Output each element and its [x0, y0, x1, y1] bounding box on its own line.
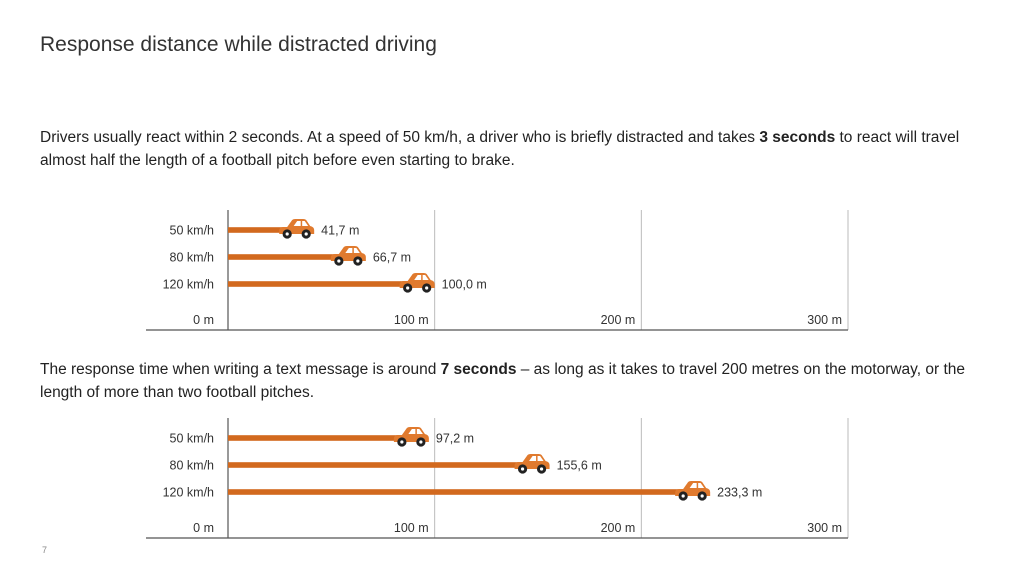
- bar: [228, 254, 348, 260]
- response-distance-chart-3s: 50 km/h 41,7 m 80 km/h 66,7 m 120 km/h 100,0 …: [140, 206, 860, 338]
- bar: [228, 462, 532, 468]
- car-icon: [279, 219, 315, 239]
- value-label: 41,7 m: [321, 224, 359, 238]
- x-tick-label: 100 m: [394, 313, 429, 327]
- page-number: 7: [42, 545, 48, 555]
- intro-text-start: Drivers usually react within 2 seconds. …: [40, 129, 760, 146]
- bar: [228, 489, 693, 495]
- value-label: 155,6 m: [557, 459, 602, 473]
- slide-title: Response distance while distracted drivi…: [40, 33, 437, 56]
- car-icon: [393, 427, 429, 447]
- text-message-text-end: – as long as it takes to travel 200 metr…: [40, 361, 966, 401]
- category-label: 80 km/h: [170, 251, 215, 265]
- car-icon: [330, 246, 366, 266]
- text-message-paragraph: The response time when writing a text me…: [40, 358, 1000, 404]
- x-tick-label: 300 m: [807, 313, 842, 327]
- x-tick-label: 200 m: [601, 521, 636, 535]
- category-label: 80 km/h: [170, 459, 215, 473]
- bar: [228, 281, 417, 287]
- bar: [228, 435, 411, 441]
- car-icon: [675, 481, 711, 501]
- category-label: 50 km/h: [170, 432, 215, 446]
- x-tick-label: 0 m: [193, 521, 214, 535]
- text-message-text-bold: 7 seconds: [440, 361, 517, 378]
- value-label: 233,3 m: [717, 486, 762, 500]
- intro-text-end: to react will travel almost half the len…: [40, 129, 960, 169]
- chart-svg: 50 km/h 97,2 m 80 km/h 155,6 m 120 km/h 233,3…: [146, 418, 849, 539]
- value-label: 97,2 m: [436, 432, 474, 446]
- car-icon: [514, 454, 550, 474]
- text-message-text-start: The response time when writing a text me…: [40, 361, 441, 378]
- value-label: 100,0 m: [442, 278, 487, 292]
- x-tick-label: 0 m: [193, 313, 214, 327]
- category-label: 50 km/h: [170, 224, 215, 238]
- response-distance-chart-7s: 50 km/h 97,2 m 80 km/h 155,6 m 120 km/h 233,3…: [140, 414, 860, 546]
- x-tick-label: 300 m: [807, 521, 842, 535]
- chart-svg: 50 km/h 41,7 m 80 km/h 66,7 m 120 km/h 100,0 …: [146, 210, 849, 331]
- intro-text-bold: 3 seconds: [759, 129, 836, 146]
- value-label: 66,7 m: [373, 251, 411, 265]
- category-label: 120 km/h: [163, 278, 214, 292]
- x-tick-label: 100 m: [394, 521, 429, 535]
- bar: [228, 227, 297, 233]
- category-label: 120 km/h: [163, 486, 214, 500]
- x-tick-label: 200 m: [601, 313, 636, 327]
- intro-paragraph: Drivers usually react within 2 seconds. …: [40, 126, 1000, 172]
- car-icon: [399, 273, 435, 293]
